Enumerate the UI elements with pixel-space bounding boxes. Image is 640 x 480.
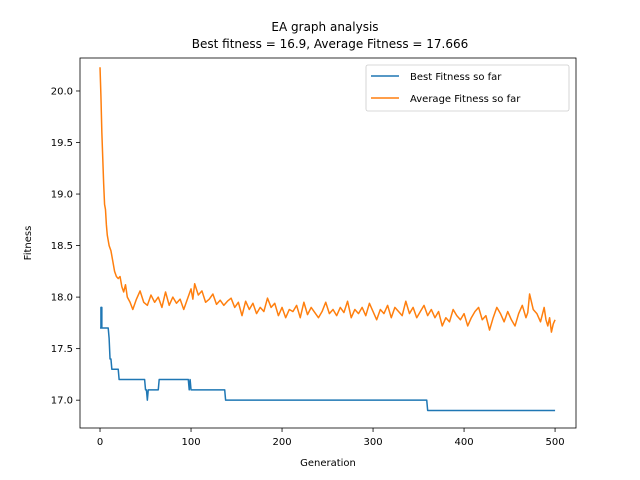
y-tick-label: 20.0	[51, 86, 73, 97]
legend: Best Fitness so far Average Fitness so f…	[365, 64, 570, 112]
x-tick-label: 0	[97, 437, 103, 448]
plot-frame	[79, 57, 577, 429]
x-tick-label: 400	[455, 437, 474, 448]
y-tick-label: 19.0	[51, 190, 73, 201]
x-tick-label: 300	[364, 437, 383, 448]
y-tick-label: 17.0	[51, 396, 73, 407]
y-tick-label: 18.5	[51, 241, 73, 252]
y-tick-label: 17.5	[51, 344, 73, 355]
legend-label-best: Best Fitness so far	[410, 72, 502, 83]
plot-area	[80, 58, 576, 428]
legend-label-average: Average Fitness so far	[410, 94, 521, 105]
x-tick-label: 200	[272, 437, 291, 448]
y-axis-ticks: 17.0 17.5 18.0 18.5 19.0 19.5 20.0	[51, 86, 80, 407]
y-axis-label: Fitness	[23, 226, 34, 261]
series-group	[99, 67, 556, 412]
chart-title: EA graph analysis	[271, 20, 378, 34]
y-tick-label: 19.5	[51, 138, 73, 149]
legend-box	[365, 64, 570, 112]
chart-subtitle: Best fitness = 16.9, Average Fitness = 1…	[192, 37, 469, 51]
series-line-best-fitness	[100, 306, 556, 412]
series-line-average-fitness	[99, 67, 556, 333]
x-tick-label: 100	[181, 437, 200, 448]
x-tick-label: 500	[546, 437, 565, 448]
x-axis-ticks: 0 100 200 300 400 500	[97, 428, 565, 448]
x-axis-label: Generation	[300, 458, 356, 469]
y-tick-label: 18.0	[51, 293, 73, 304]
